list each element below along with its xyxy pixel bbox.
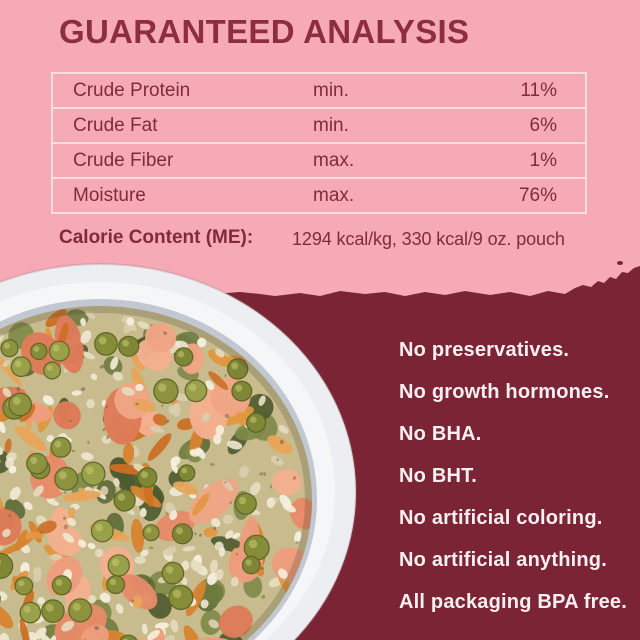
nutrient-name: Crude Fat (73, 115, 158, 136)
table-row: Crude Fat min. 6% (53, 107, 585, 142)
nutrient-name: Moisture (73, 185, 146, 206)
claim-item: No artificial anything. (399, 549, 607, 571)
calorie-content-value: 1294 kcal/kg, 330 kcal/9 oz. pouch (292, 229, 565, 249)
nutrient-name: Crude Fiber (73, 150, 174, 171)
torn-edge-fleck (617, 261, 623, 265)
nutrient-value: 11% (520, 80, 557, 101)
calorie-content-label: Calorie Content (ME): (59, 227, 254, 248)
table-row: Crude Fiber max. 1% (53, 142, 585, 177)
nutrient-value: 76% (518, 185, 557, 206)
nutrient-value: 6% (529, 115, 557, 136)
food-bowl-photo (0, 263, 357, 640)
nutrient-name: Crude Protein (73, 80, 191, 101)
claim-item: No artificial coloring. (399, 507, 603, 529)
nutrient-basis: min. (313, 80, 349, 101)
table-row: Moisture max. 76% (53, 177, 585, 212)
claim-item: No preservatives. (399, 339, 570, 361)
nutrient-value: 1% (529, 150, 557, 171)
claims-list: No preservatives. No growth hormones. No… (399, 338, 627, 614)
guaranteed-analysis-title: GUARANTEED ANALYSIS (59, 13, 470, 50)
nutrient-basis: max. (313, 150, 355, 171)
claim-item: No BHA. (399, 423, 482, 445)
table-row: Crude Protein min. 11% (53, 74, 585, 107)
guaranteed-analysis-table: Crude Protein min. 11% Crude Fat min. 6%… (51, 72, 587, 214)
food-texture (0, 309, 312, 640)
nutrient-basis: min. (313, 115, 349, 136)
nutrient-basis: max. (313, 185, 355, 206)
claim-item: No BHT. (399, 465, 478, 487)
claim-item: All packaging BPA free. (399, 591, 627, 613)
claim-item: No growth hormones. (399, 381, 610, 403)
food-contents (0, 306, 312, 640)
